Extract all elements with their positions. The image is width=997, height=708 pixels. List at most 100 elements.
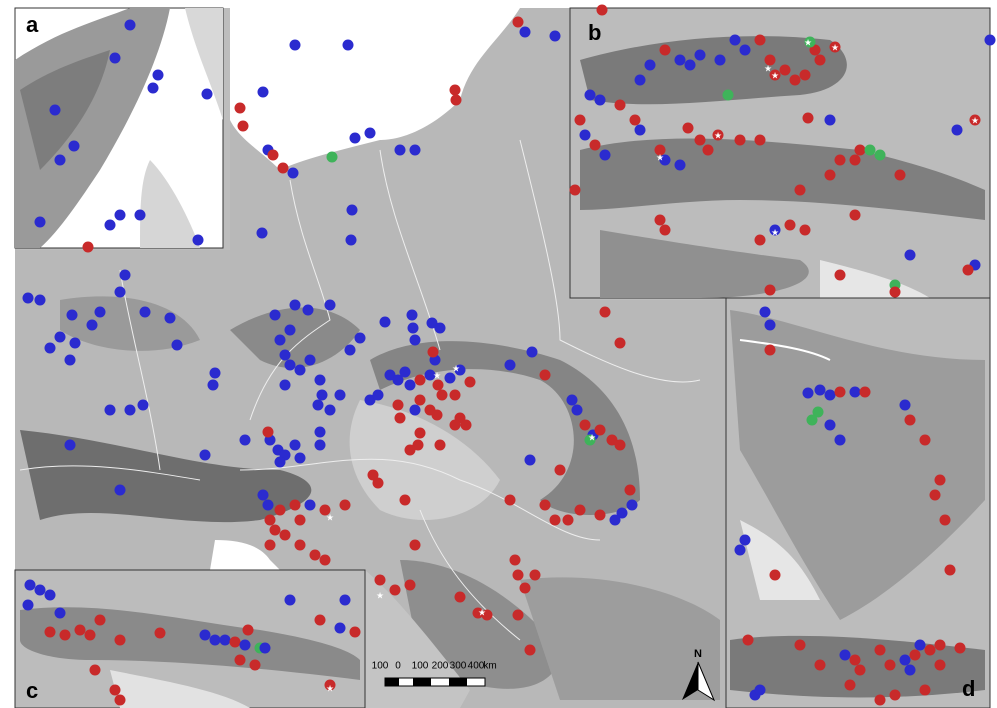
occurrence-point <box>35 585 46 596</box>
occurrence-point <box>525 645 536 656</box>
star-marker: ★ <box>714 130 722 140</box>
occurrence-point <box>595 510 606 521</box>
occurrence-point <box>75 625 86 636</box>
occurrence-point <box>220 635 231 646</box>
occurrence-point <box>257 228 268 239</box>
occurrence-point <box>865 145 876 156</box>
occurrence-point <box>410 145 421 156</box>
occurrence-point <box>875 150 886 161</box>
occurrence-point <box>238 121 249 132</box>
occurrence-point <box>65 440 76 451</box>
occurrence-point <box>258 87 269 98</box>
occurrence-point <box>451 95 462 106</box>
occurrence-point <box>408 323 419 334</box>
occurrence-point <box>235 103 246 114</box>
occurrence-point <box>730 35 741 46</box>
occurrence-point <box>313 400 324 411</box>
star-marker: ★ <box>971 115 979 125</box>
occurrence-point <box>90 665 101 676</box>
occurrence-point <box>280 380 291 391</box>
occurrence-point <box>850 387 861 398</box>
occurrence-point <box>455 592 466 603</box>
occurrence-point <box>110 685 121 696</box>
occurrence-point <box>570 185 581 196</box>
occurrence-point <box>695 135 706 146</box>
occurrence-point <box>803 113 814 124</box>
occurrence-point <box>260 643 271 654</box>
occurrence-point <box>655 215 666 226</box>
occurrence-point <box>575 505 586 516</box>
occurrence-point <box>125 405 136 416</box>
occurrence-point <box>550 515 561 526</box>
occurrence-point <box>963 265 974 276</box>
occurrence-point <box>315 375 326 386</box>
occurrence-point <box>575 115 586 126</box>
occurrence-point <box>660 225 671 236</box>
occurrence-point <box>433 380 444 391</box>
occurrence-point <box>67 310 78 321</box>
occurrence-point <box>400 495 411 506</box>
occurrence-point <box>278 163 289 174</box>
occurrence-point <box>860 387 871 398</box>
occurrence-point <box>800 70 811 81</box>
star-marker: ★ <box>588 432 596 442</box>
occurrence-point <box>600 307 611 318</box>
occurrence-point <box>940 515 951 526</box>
occurrence-point <box>285 325 296 336</box>
star-marker: ★ <box>771 70 779 80</box>
occurrence-point <box>825 115 836 126</box>
occurrence-point <box>740 535 751 546</box>
occurrence-point <box>790 75 801 86</box>
occurrence-point <box>520 27 531 38</box>
occurrence-point <box>450 390 461 401</box>
occurrence-point <box>290 440 301 451</box>
occurrence-point <box>85 630 96 641</box>
occurrence-point <box>765 285 776 296</box>
occurrence-point <box>825 170 836 181</box>
occurrence-point <box>432 410 443 421</box>
star-marker: ★ <box>452 363 460 373</box>
occurrence-point <box>755 235 766 246</box>
occurrence-point <box>910 650 921 661</box>
occurrence-point <box>346 235 357 246</box>
occurrence-point <box>755 685 766 696</box>
occurrence-point <box>268 150 279 161</box>
occurrence-point <box>505 360 516 371</box>
occurrence-point <box>850 155 861 166</box>
occurrence-point <box>855 665 866 676</box>
occurrence-point <box>925 645 936 656</box>
occurrence-point <box>23 600 34 611</box>
occurrence-point <box>45 627 56 638</box>
occurrence-point <box>373 390 384 401</box>
occurrence-point <box>930 490 941 501</box>
star-marker: ★ <box>656 152 664 162</box>
occurrence-point <box>285 595 296 606</box>
occurrence-point <box>780 65 791 76</box>
occurrence-point <box>340 595 351 606</box>
occurrence-point <box>407 310 418 321</box>
occurrence-point <box>580 130 591 141</box>
occurrence-point <box>520 583 531 594</box>
occurrence-point <box>415 428 426 439</box>
occurrence-point <box>315 440 326 451</box>
occurrence-point <box>110 53 121 64</box>
occurrence-point <box>65 355 76 366</box>
inset-d <box>726 298 990 708</box>
occurrence-point <box>325 300 336 311</box>
star-marker: ★ <box>433 370 441 380</box>
occurrence-point <box>405 380 416 391</box>
star-marker: ★ <box>326 683 334 693</box>
occurrence-point <box>295 515 306 526</box>
occurrence-point <box>835 270 846 281</box>
occurrence-point <box>410 405 421 416</box>
occurrence-point <box>55 332 66 343</box>
occurrence-point <box>743 635 754 646</box>
occurrence-point <box>445 373 456 384</box>
occurrence-point <box>288 168 299 179</box>
occurrence-point <box>465 377 476 388</box>
occurrence-point <box>415 395 426 406</box>
occurrence-point <box>755 135 766 146</box>
occurrence-point <box>435 440 446 451</box>
occurrence-point <box>115 210 126 221</box>
occurrence-point <box>461 420 472 431</box>
